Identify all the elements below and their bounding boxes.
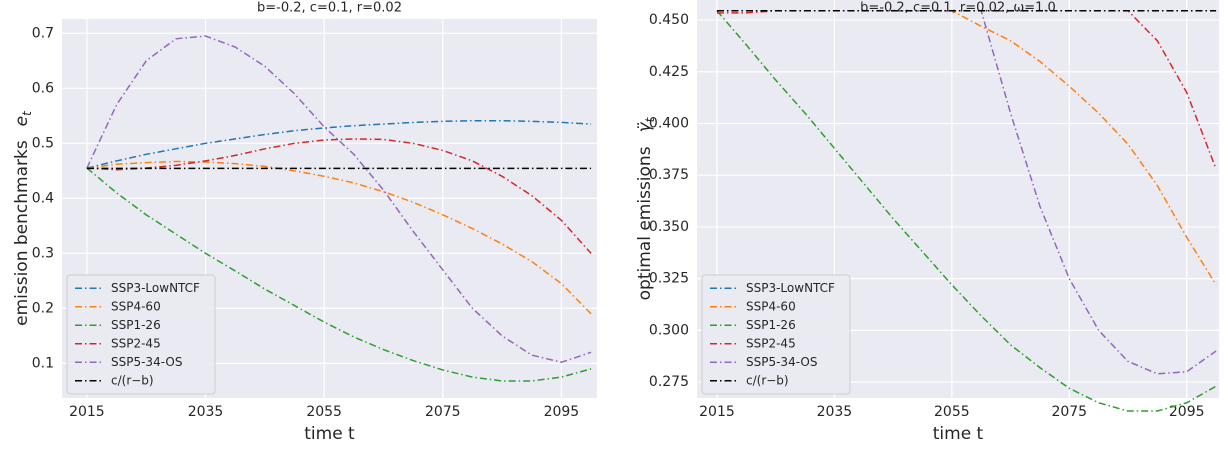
- legend-label: SSP3-LowNTCF: [746, 281, 835, 295]
- y-axis-subscript: t: [643, 116, 657, 122]
- legend-label: SSP3-LowNTCF: [111, 281, 200, 295]
- x-tick-label: 2035: [817, 404, 853, 420]
- legend-label: SSP5-34-OS: [111, 355, 182, 369]
- legend-label: SSP4-60: [746, 299, 796, 313]
- y-tick-label: 0.425: [649, 64, 689, 80]
- y-tick-label: 0.325: [649, 271, 689, 287]
- series-line: [716, 10, 1217, 412]
- y-tick-label: 0.7: [32, 25, 54, 41]
- legend-label: SSP1-26: [111, 318, 161, 332]
- y-tick-label: 0.350: [649, 219, 689, 235]
- y-axis-label: optimal emissions γ̈t: [635, 116, 657, 300]
- x-axis-label: time t: [933, 424, 984, 444]
- chart-title: b=-0.2, c=0.1, r=0.02: [257, 1, 402, 16]
- x-tick-label: 2095: [544, 404, 580, 420]
- legend-label: c/(r−b): [111, 373, 154, 387]
- legend-label: SSP2-45: [111, 336, 161, 350]
- x-tick-label: 2055: [306, 404, 342, 420]
- series-line: [86, 120, 592, 169]
- y-tick-label: 0.5: [32, 135, 54, 151]
- series-line: [86, 167, 592, 382]
- chart-title: b=-0.2, c=0.1, r=0.02, ω=1.0: [860, 1, 1056, 16]
- y-axis-subscript: t: [20, 110, 34, 116]
- legend-label: SSP5-34-OS: [746, 355, 817, 369]
- series-line: [86, 160, 592, 315]
- x-tick-label: 2095: [1169, 404, 1205, 420]
- legend-box: [701, 274, 851, 395]
- y-axis-label-text: optimal emissions: [635, 146, 655, 300]
- y-tick-label: 0.300: [649, 322, 689, 338]
- y-tick-label: 0.450: [649, 12, 689, 28]
- x-tick-label: 2075: [1051, 404, 1087, 420]
- legend-label: SSP4-60: [111, 299, 161, 313]
- y-tick-label: 0.2: [32, 300, 54, 316]
- x-tick-label: 2055: [934, 404, 970, 420]
- x-tick-label: 2035: [188, 404, 224, 420]
- x-tick-label: 2015: [69, 404, 105, 420]
- legend-label: SSP1-26: [746, 318, 796, 332]
- x-tick-label: 2075: [425, 404, 461, 420]
- y-tick-label: 0.6: [32, 80, 54, 96]
- legend-box: [66, 274, 216, 395]
- y-tick-label: 0.1: [32, 355, 54, 371]
- legend-label: SSP2-45: [746, 336, 796, 350]
- y-tick-label: 0.375: [649, 167, 689, 183]
- x-tick-label: 2015: [699, 404, 735, 420]
- y-tick-label: 0.3: [32, 245, 54, 261]
- y-tick-label: 0.4: [32, 190, 54, 206]
- legend-label: c/(r−b): [746, 373, 789, 387]
- y-tick-label: 0.275: [649, 374, 689, 390]
- y-tick-label: 0.400: [649, 115, 689, 131]
- y-axis-label: emission benchmarks et: [12, 110, 34, 326]
- y-axis-symbol: e: [12, 116, 32, 126]
- x-axis-label: time t: [304, 424, 355, 444]
- y-axis-symbol: γ̈: [635, 121, 655, 132]
- y-axis-label-text: emission benchmarks: [12, 140, 32, 326]
